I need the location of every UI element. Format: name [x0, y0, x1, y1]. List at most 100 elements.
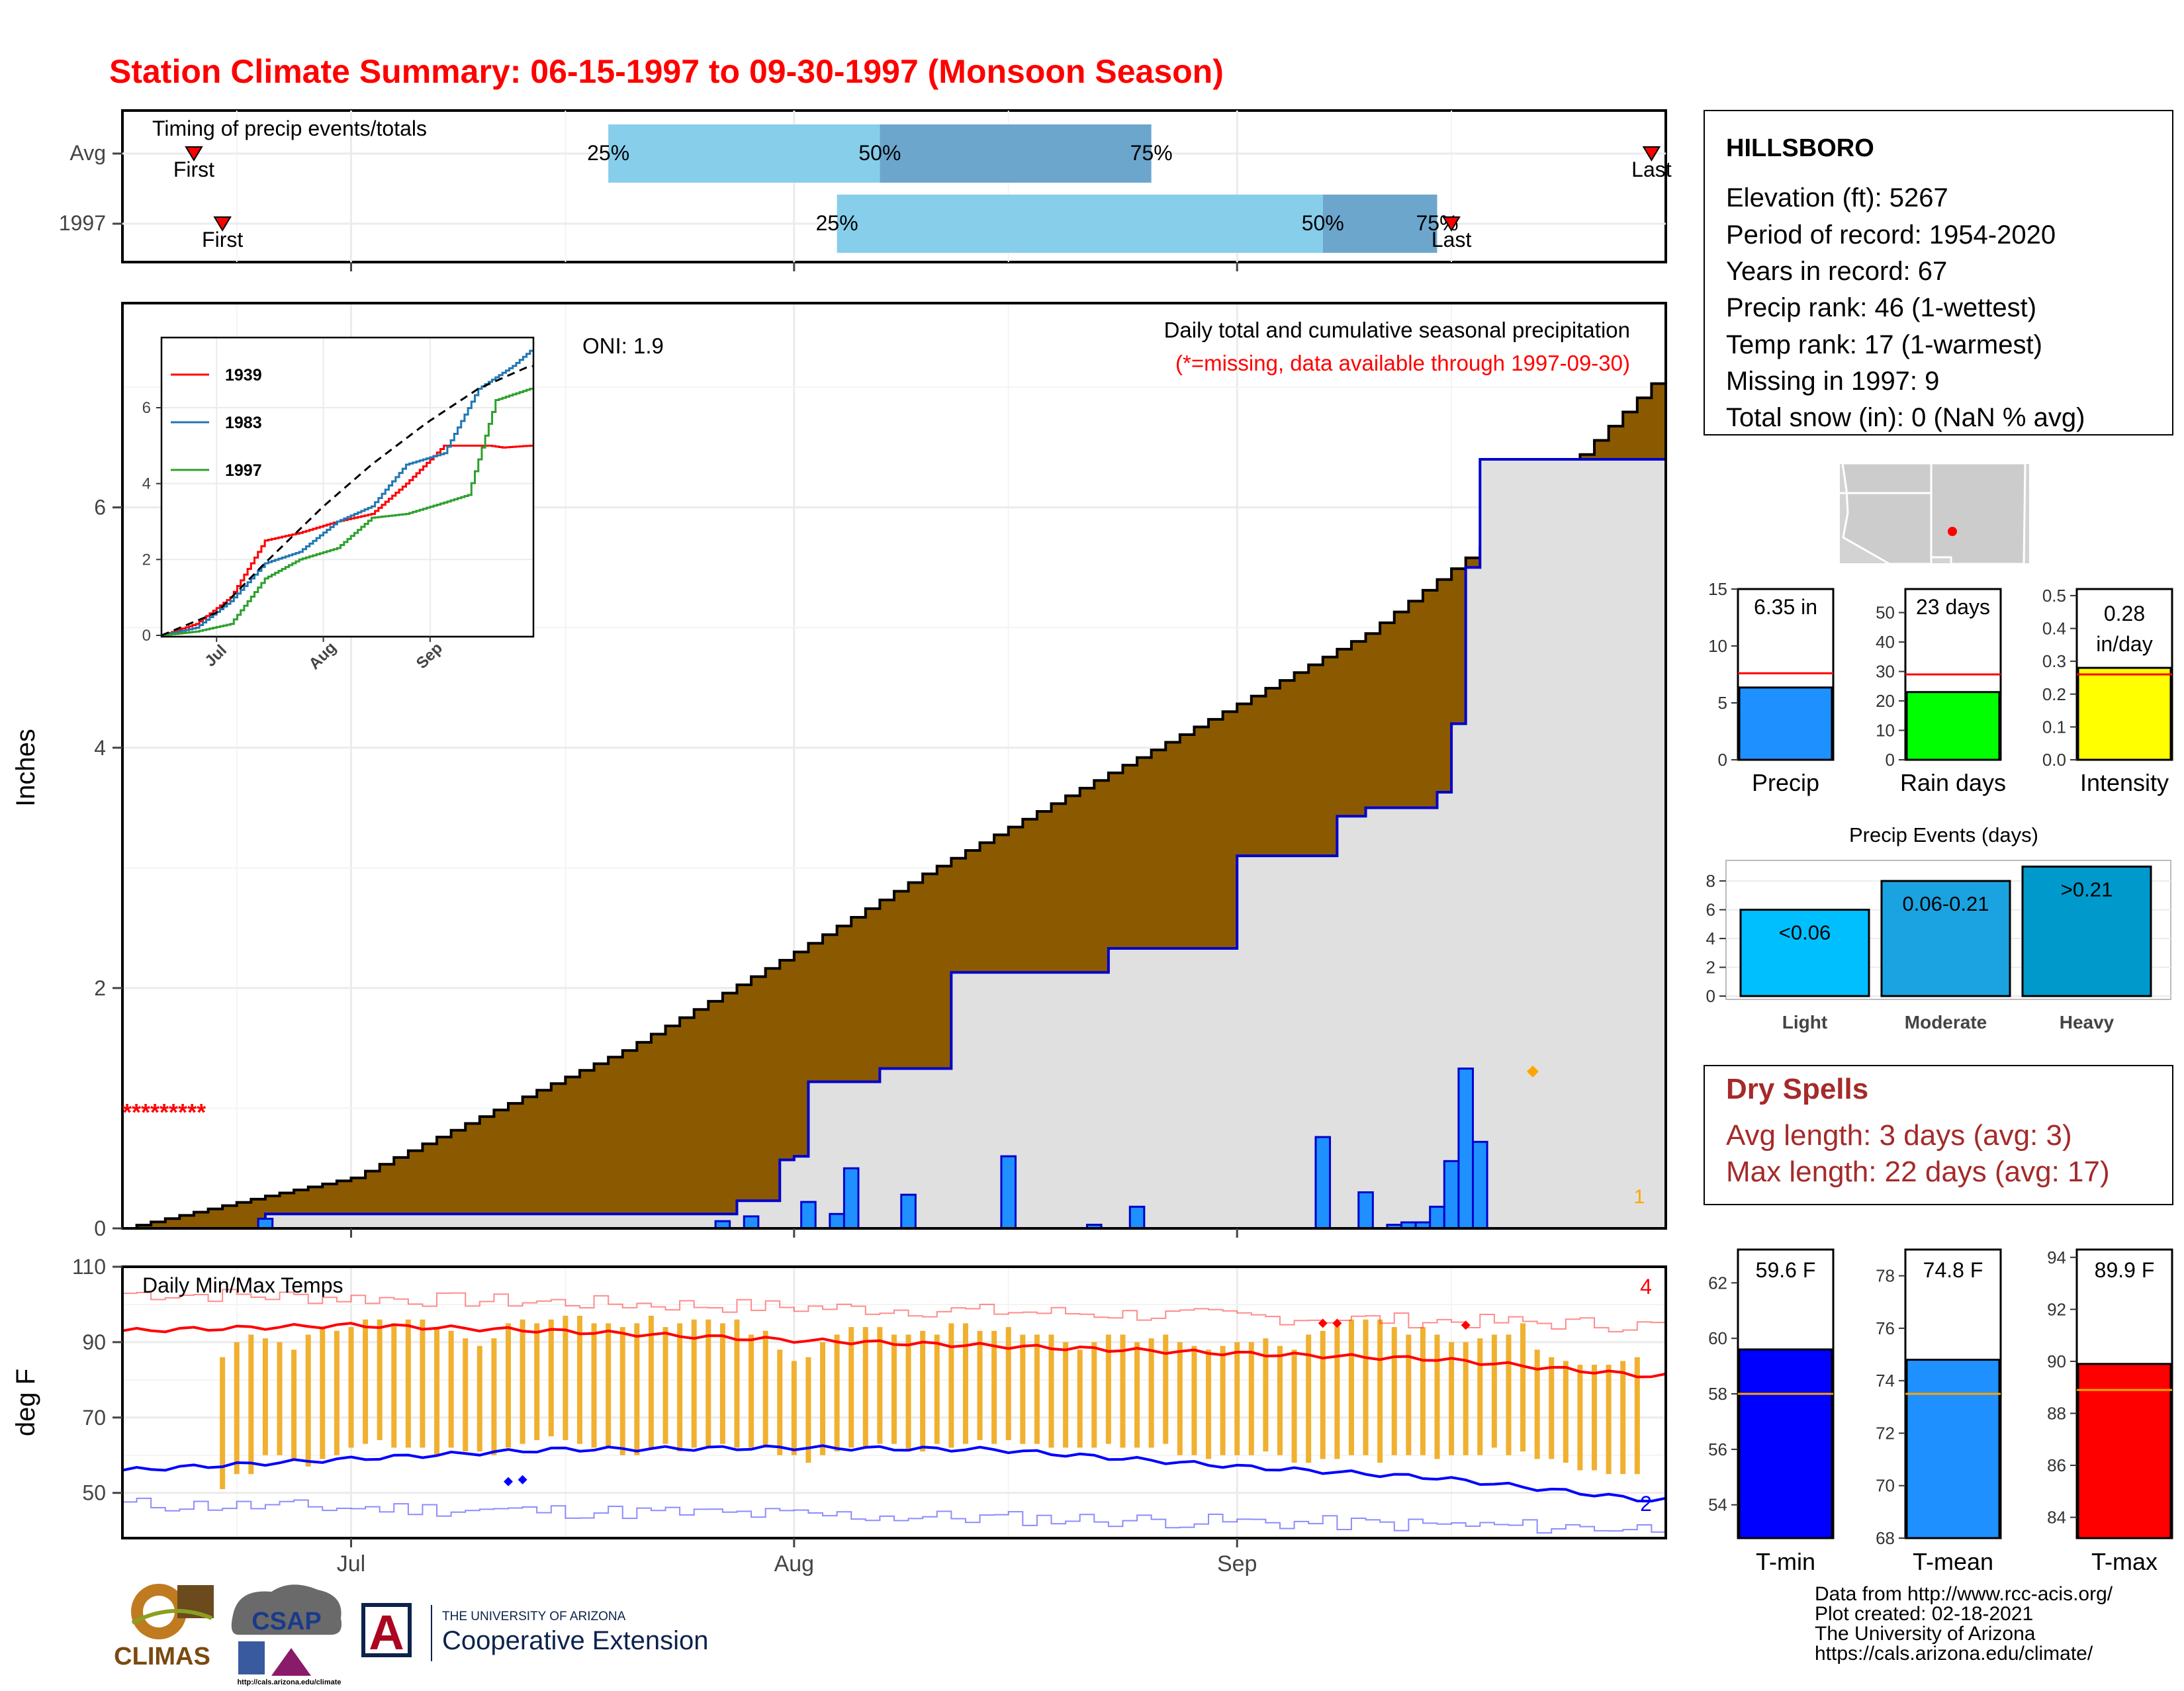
- daily-temp-bar: [691, 1319, 697, 1448]
- daily-temp-bar: [1263, 1338, 1269, 1452]
- quartile-bar-upper: [1322, 195, 1437, 253]
- quartile-label: 50%: [858, 141, 901, 165]
- csap-logo: CSAP http://cals.arizona.edu/climate: [231, 1584, 341, 1686]
- record-temp-marker: [504, 1477, 513, 1486]
- station-missing: Missing in 1997: 9: [1726, 367, 1939, 396]
- mini-bar-label: in/day: [2096, 632, 2152, 656]
- y-tick-label: 6: [94, 496, 106, 520]
- mini-bar-label: 6.35 in: [1754, 595, 1817, 619]
- inset-legend-label: 1983: [225, 414, 262, 432]
- events-title: Precip Events (days): [1849, 823, 2038, 846]
- daily-temp-bar: [1048, 1334, 1054, 1448]
- missing-marks: *********: [122, 1099, 206, 1126]
- daily-temp-bar: [1420, 1327, 1426, 1455]
- quartile-label: 75%: [1130, 141, 1173, 165]
- ua-emblem-letter: A: [369, 1605, 404, 1660]
- daily-temp-bar: [1577, 1365, 1583, 1471]
- daily-temp-bar: [1534, 1349, 1540, 1459]
- quartile-bar-lower: [837, 195, 1323, 253]
- mini-bar-value: [1738, 686, 1833, 761]
- temp-bar-name: T-mean: [1913, 1548, 1993, 1575]
- daily-temp-bar: [705, 1319, 711, 1448]
- daily-temp-bar: [934, 1334, 940, 1444]
- avg-min-temp-line: [122, 1444, 1666, 1503]
- daily-temp-bar: [1363, 1319, 1369, 1455]
- ua-name: THE UNIVERSITY OF ARIZONA: [442, 1610, 626, 1623]
- event-category-label: Heavy: [2060, 1012, 2115, 1032]
- inset-legend-label: 1939: [225, 366, 262, 385]
- temp-bar-y-tick-label: 68: [1876, 1528, 1895, 1548]
- daily-temp-bar: [534, 1323, 540, 1440]
- temp-bar-name: T-max: [2091, 1548, 2158, 1575]
- mini-bar-value: [1905, 691, 2001, 761]
- daily-temp-bar: [1220, 1346, 1226, 1455]
- quartile-label: 50%: [1302, 211, 1344, 235]
- daily-temp-bar: [463, 1338, 469, 1452]
- mini-bar-charts: 0 5 10 15 6.35 in Precip 0 10 20 30 40 50 23 days Rai…: [1708, 579, 2173, 796]
- daily-precip-bar: [1000, 1155, 1017, 1230]
- y-tick-label: 0: [94, 1216, 106, 1240]
- event-category-label: Moderate: [1905, 1012, 1987, 1032]
- temp-bar-y-tick-label: 72: [1876, 1423, 1895, 1443]
- daily-temp-bar: [1148, 1338, 1154, 1448]
- temperature-bar-charts: 54 56 58 60 62 59.6 F T-min 68 70 72 74 76 78 74.8 F T…: [1708, 1248, 2173, 1575]
- daily-precip-bar: [800, 1201, 817, 1230]
- daily-temp-bar: [1306, 1334, 1312, 1463]
- temp-ylabel: deg F: [11, 1369, 40, 1436]
- daily-temp-bar: [648, 1316, 654, 1448]
- temp-bar-y-tick-label: 88: [2047, 1403, 2066, 1423]
- mini-y-tick-label: 5: [1718, 693, 1727, 713]
- first-event-marker: [185, 146, 203, 161]
- daily-precip-bar: [1443, 1160, 1460, 1230]
- y-tick-label: 70: [82, 1406, 106, 1430]
- daily-temp-bar: [506, 1323, 511, 1448]
- daily-temp-bar: [834, 1334, 840, 1452]
- dry-spells-max: Max length: 22 days (avg: 17): [1726, 1156, 2110, 1188]
- daily-temp-bar: [662, 1327, 668, 1444]
- temp-bar-y-tick-label: 92: [2047, 1299, 2066, 1319]
- daily-temp-bar: [1434, 1334, 1440, 1459]
- daily-temp-bar: [405, 1319, 411, 1448]
- daily-precip-bar: [829, 1212, 845, 1230]
- daily-temp-bar: [820, 1342, 826, 1455]
- daily-temp-bar: [1477, 1338, 1483, 1455]
- events-y-tick-label: 8: [1706, 871, 1715, 891]
- quartile-bar-upper: [880, 124, 1152, 183]
- events-y-tick-label: 4: [1706, 929, 1715, 948]
- dry-spells-avg: Avg length: 3 days (avg: 3): [1726, 1119, 2072, 1152]
- temp-bar-value: [1905, 1358, 2001, 1539]
- station-info-frame: [1704, 110, 2173, 435]
- event-bar-label: >0.21: [2061, 878, 2113, 901]
- record-temp-marker: [1318, 1318, 1328, 1328]
- timing-title: Timing of precip events/totals: [152, 116, 427, 140]
- temp-bar-y-tick-label: 78: [1876, 1266, 1895, 1286]
- daily-precip-bars: [257, 1068, 1488, 1230]
- timing-row-label-year: 1997: [59, 211, 106, 235]
- station-name: HILLSBORO: [1726, 134, 1874, 162]
- daily-temp-bar: [520, 1319, 525, 1444]
- temp-bar-label: 59.6 F: [1756, 1258, 1816, 1282]
- inset-legend: 1939 1983 1997: [171, 366, 262, 480]
- mini-y-tick-label: 20: [1876, 691, 1895, 711]
- x-tick-label: Jul: [337, 1551, 365, 1577]
- mini-bar-name: Intensity: [2080, 769, 2169, 796]
- station-elevation: Elevation (ft): 5267: [1726, 183, 1948, 212]
- inset-y-tick-label: 6: [142, 399, 151, 417]
- mini-bar-label: 0.28: [2104, 602, 2145, 625]
- daily-temp-bar: [291, 1349, 297, 1459]
- daily-temp-bar: [734, 1319, 740, 1448]
- temp-lines: [122, 1289, 1666, 1536]
- precip-panel-border: [121, 302, 1667, 1230]
- daily-temp-bar: [1491, 1334, 1497, 1448]
- daily-temp-bar: [491, 1338, 497, 1455]
- climas-emblem-swoosh: [131, 1609, 213, 1625]
- temp-bar-y-tick-label: 70: [1876, 1476, 1895, 1496]
- daily-temp-bar: [1191, 1346, 1197, 1455]
- mini-y-tick-label: 0.5: [2042, 586, 2066, 606]
- daily-precip-bar: [1128, 1205, 1146, 1230]
- station-years: Years in record: 67: [1726, 257, 1947, 286]
- last-event-label: Last: [1631, 158, 1672, 181]
- events-bars: 0 2 4 6 8 <0.06 Light 0.06-0.21 Moderate >0.21 Hea…: [1706, 865, 2171, 1032]
- mini-y-tick-label: 40: [1876, 632, 1895, 652]
